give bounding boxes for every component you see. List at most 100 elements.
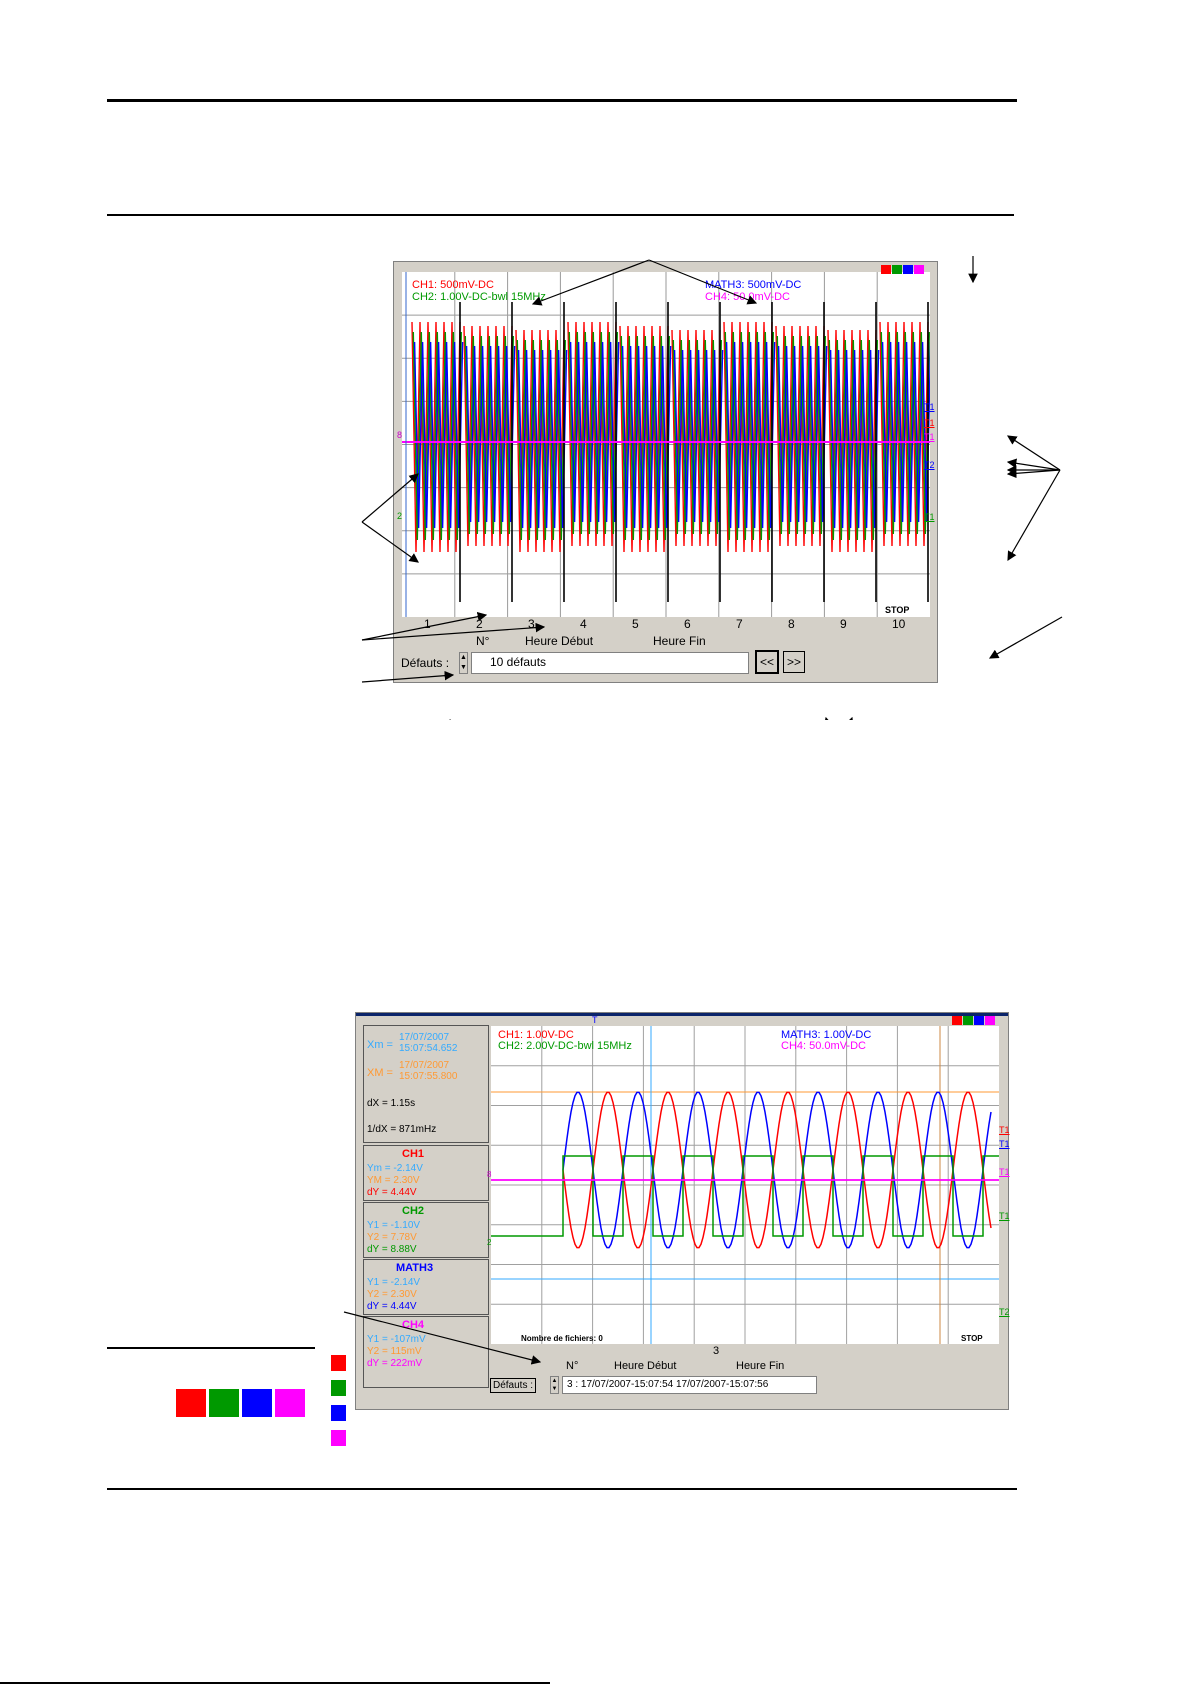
xm-label: Xm =: [367, 1039, 393, 1051]
scope2-defauts-label[interactable]: Défauts :: [490, 1378, 537, 1393]
ch4-dy: dY = 222mV: [367, 1358, 423, 1369]
scope2-trig-marker: T1: [999, 1125, 1010, 1135]
ch2-trace-icon[interactable]: [892, 265, 902, 274]
fault-number[interactable]: 2: [476, 617, 483, 631]
scope2-math3-label: MATH3: 1.00V-DC: [781, 1029, 871, 1041]
math3-measure-panel: MATH3 Y1 = -2.14V Y2 = 2.30V dY = 4.44V: [363, 1259, 489, 1315]
ch1-trace-icon[interactable]: [952, 1016, 962, 1025]
ch1-yM: YM = 2.30V: [367, 1175, 420, 1186]
math3-y1: Y1 = -2.14V: [367, 1277, 421, 1288]
scope2-defauts-spinner[interactable]: ▲ ▼: [550, 1376, 559, 1394]
scope1-ch1-label: CH1: 500mV-DC: [412, 279, 494, 291]
ch1-dy: dY = 4.44V: [367, 1187, 417, 1198]
fault-number[interactable]: 1: [424, 617, 431, 631]
scope1-status: STOP: [885, 605, 910, 615]
scope2-trig-marker: T1: [999, 1211, 1010, 1221]
section-rule: [107, 214, 1014, 216]
ch1-trace-icon[interactable]: [881, 265, 891, 274]
scope1-header-start: Heure Début: [525, 634, 594, 648]
ch2-trace-icon[interactable]: [209, 1389, 239, 1417]
ch1-trace-icon[interactable]: [176, 1389, 206, 1417]
scope1-prev-button[interactable]: <<: [755, 650, 779, 674]
scope1-defauts-field[interactable]: 10 défauts: [471, 652, 749, 674]
scope2-ch4-label: CH4: 50.0mV-DC: [781, 1040, 866, 1052]
scope2-left-marker-8: 8: [487, 1170, 492, 1179]
ch1-ym: Ym = -2.14V: [367, 1163, 423, 1174]
ch2-dy: dY = 8.88V: [367, 1244, 417, 1255]
scope2-titlebar: [356, 1013, 1008, 1016]
scope1-next-button[interactable]: >>: [783, 651, 805, 673]
scope2-nb-fichiers: Nombre de fichiers: 0: [521, 1334, 603, 1343]
ch4-trace-icon[interactable]: [985, 1016, 995, 1025]
ch1-trace-icon[interactable]: [331, 1355, 346, 1371]
scope1-trig-marker: T1: [924, 432, 935, 442]
scope1-trig-marker: T2: [924, 460, 935, 470]
math3-y2: Y2 = 2.30V: [367, 1289, 417, 1300]
bottom-rule: [107, 1488, 1017, 1490]
scope1-left-marker-8: 8: [397, 430, 403, 440]
scope2-fault-number: 3: [713, 1345, 720, 1357]
math3-trace-icon[interactable]: [903, 265, 913, 274]
ch2-y2: Y2 = 7.78V: [367, 1232, 417, 1243]
ch2-title: CH2: [402, 1205, 425, 1217]
scope1-annotation-arrows: [361, 256, 1063, 720]
ch1-title: CH1: [402, 1148, 425, 1160]
fault-number[interactable]: 8: [788, 617, 795, 631]
xm-time: 15:07:54.652: [399, 1043, 458, 1054]
fault-number[interactable]: 6: [684, 617, 691, 631]
scope-window-1: CH1: 500mV-DC CH2: 1.00V-DC-bwl 15MHz MA…: [393, 261, 938, 683]
scope1-trig-marker: T1: [924, 402, 935, 412]
scope1-math3-label: MATH3: 500mV-DC: [705, 279, 801, 291]
scope1-header-end: Heure Fin: [653, 634, 706, 648]
fault-number[interactable]: 7: [736, 617, 743, 631]
dx-value: dX = 1.15s: [367, 1098, 416, 1109]
ch4-trace-icon[interactable]: [275, 1389, 305, 1417]
scope2-plot: CH1: 1.00V-DC CH2: 2.00V-DC-bwl 15MHz MA…: [491, 1026, 999, 1344]
scope1-trig-marker: T1: [924, 512, 935, 522]
ch2-y1: Y1 = -1.10V: [367, 1220, 421, 1231]
fault-number[interactable]: 9: [840, 617, 847, 631]
ch4-y2: Y2 = 115mV: [367, 1346, 422, 1357]
scope1-left-marker-2: 2: [397, 511, 403, 521]
icons-section-rule: [107, 1347, 315, 1349]
fault-number[interactable]: 10: [892, 617, 906, 631]
ch4-trace-icon[interactable]: [914, 265, 924, 274]
fault-number[interactable]: 5: [632, 617, 639, 631]
footer-rule: [0, 1682, 550, 1684]
ch4-title: CH4: [402, 1319, 425, 1331]
scope2-trig-marker: T1: [999, 1139, 1010, 1149]
scope2-annotation-arrow: [343, 1311, 542, 1365]
scope2-header-start: Heure Début: [614, 1360, 677, 1372]
scope2-ch2-label: CH2: 2.00V-DC-bwl 15MHz: [498, 1040, 632, 1052]
ch2-trace-icon[interactable]: [963, 1016, 973, 1025]
scope1-fault-numbers: 1 2 3 4 5 6 7 8 9 10: [394, 617, 939, 633]
xM-date: 17/07/2007: [399, 1060, 450, 1071]
scope2-header-num: N°: [566, 1360, 579, 1372]
legend-big[interactable]: [176, 1489, 308, 1519]
scope2-left-marker-2: 2: [487, 1238, 492, 1247]
math3-trace-icon[interactable]: [974, 1016, 984, 1025]
fault-number[interactable]: 3: [528, 617, 535, 631]
fault-number[interactable]: 4: [580, 617, 587, 631]
math3-title: MATH3: [396, 1262, 434, 1274]
xM-label: XM =: [367, 1067, 393, 1079]
scope-window-2: Xm = 17/07/2007 15:07:54.652 XM = 17/07/…: [355, 1012, 1010, 1410]
math3-trace-icon[interactable]: [242, 1389, 272, 1417]
ch4-trace-icon[interactable]: [331, 1430, 346, 1446]
legend-icon-column: [331, 1355, 347, 1446]
trace-icons-wide[interactable]: [176, 1389, 308, 1419]
scope1-defauts-spinner[interactable]: ▲ ▼: [459, 652, 468, 674]
xm-date: 17/07/2007: [399, 1032, 450, 1043]
scope1-plot: CH1: 500mV-DC CH2: 1.00V-DC-bwl 15MHz MA…: [402, 272, 930, 617]
scope1-trace-icons[interactable]: [881, 265, 925, 275]
top-rule: [107, 99, 1017, 102]
scope2-top-marker: T: [592, 1015, 598, 1025]
scope2-trace-icons[interactable]: [952, 1016, 996, 1026]
xM-time: 15:07:55.800: [399, 1071, 458, 1082]
scope1-defauts-label: Défauts :: [401, 656, 450, 670]
scope2-defauts-field[interactable]: 3 : 17/07/2007-15:07:54 17/07/2007-15:07…: [562, 1376, 817, 1394]
ch4-y1: Y1 = -107mV: [367, 1334, 426, 1345]
ch2-trace-icon[interactable]: [331, 1380, 346, 1396]
math3-trace-icon[interactable]: [331, 1405, 346, 1421]
inv-dx-value: 1/dX = 871mHz: [367, 1124, 437, 1135]
